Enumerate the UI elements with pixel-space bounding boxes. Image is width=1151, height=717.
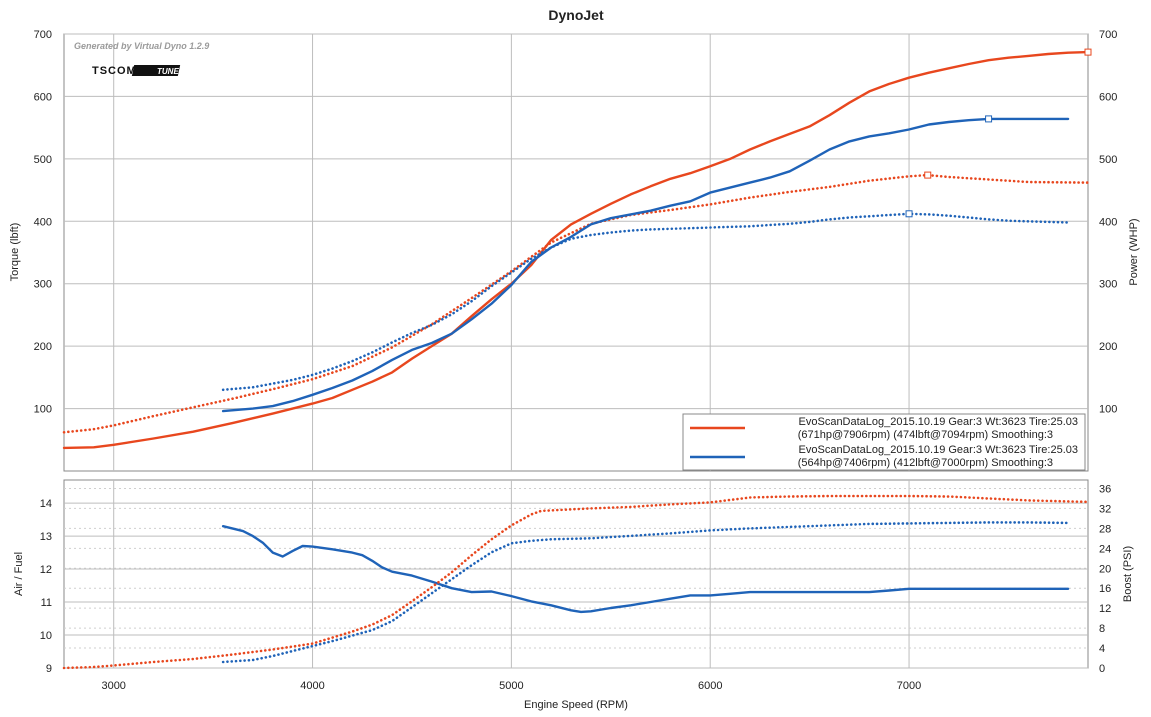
- x-tick-4000: 4000: [300, 680, 324, 692]
- legend-run-1-line-2: (671hp@7906rpm) (474lbft@7094rpm) Smooth…: [798, 429, 1053, 441]
- y-tick-boost-0: 0: [1099, 663, 1105, 675]
- y-tick-torque-400: 400: [34, 216, 52, 228]
- y-tick-power-200: 200: [1099, 341, 1117, 353]
- x-axis-label: Engine Speed (RPM): [524, 699, 628, 711]
- y-tick-power-300: 300: [1099, 279, 1117, 291]
- y-tick-torque-500: 500: [34, 154, 52, 166]
- tscomp-logo: TSCOMP TUNED: [92, 65, 185, 77]
- y-tick-boost-4: 4: [1099, 643, 1105, 655]
- x-tick-6000: 6000: [698, 680, 722, 692]
- y-tick-boost-24: 24: [1099, 543, 1111, 555]
- y-tick-power-400: 400: [1099, 216, 1117, 228]
- y-tick-torque-200: 200: [34, 341, 52, 353]
- y-axis-label-air-fuel: Air / Fuel: [13, 552, 25, 596]
- series-run-2-power-whp: [221, 117, 1070, 413]
- x-tick-5000: 5000: [499, 680, 523, 692]
- y-tick-boost-32: 32: [1099, 503, 1111, 515]
- chart-title: DynoJet: [548, 7, 604, 23]
- y-tick-power-600: 600: [1099, 91, 1117, 103]
- bottom-plot-area: [63, 479, 1089, 669]
- y-tick-power-100: 100: [1099, 404, 1117, 416]
- y-tick-torque-600: 600: [34, 91, 52, 103]
- top-series-group: [62, 48, 1092, 450]
- y-tick-boost-8: 8: [1099, 623, 1105, 635]
- bottom-series-group: [62, 494, 1090, 670]
- series-run-2-boost-psi: [221, 521, 1070, 664]
- y-tick-boost-16: 16: [1099, 583, 1111, 595]
- peak-marker-run-1-power-whp: [1084, 48, 1092, 56]
- y-tick-boost-12: 12: [1099, 603, 1111, 615]
- legend: EvoScanDataLog_2015.10.19 Gear:3 Wt:3623…: [682, 413, 1086, 471]
- peak-marker-run-2-power-whp: [985, 115, 993, 123]
- logo-badge-bg: [131, 65, 181, 76]
- y-axis-label-power: Power (WHP): [1128, 218, 1140, 285]
- y-tick-boost-28: 28: [1099, 523, 1111, 535]
- y-tick-afr-13: 13: [40, 531, 52, 543]
- legend-run-2-line-1: EvoScanDataLog_2015.10.19 Gear:3 Wt:3623…: [799, 444, 1078, 456]
- y-axis-label-boost: Boost (PSI): [1122, 546, 1134, 602]
- y-tick-afr-14: 14: [40, 498, 52, 510]
- top-axes: 100 200 300 400 500 600 700 100 200 300 400 500 600 7…: [34, 29, 1118, 416]
- peak-marker-run-1-torque-lbft: [924, 171, 932, 179]
- y-tick-power-500: 500: [1099, 154, 1117, 166]
- x-tick-7000: 7000: [897, 680, 921, 692]
- y-tick-afr-9: 9: [46, 663, 52, 675]
- top-plot-area: [63, 33, 1089, 472]
- logo-brand: TSCOMP: [92, 65, 145, 77]
- logo-badge: TUNED: [157, 67, 185, 76]
- legend-box: [682, 413, 1086, 471]
- y-tick-torque-300: 300: [34, 279, 52, 291]
- x-tick-3000: 3000: [101, 680, 125, 692]
- y-tick-boost-20: 20: [1099, 563, 1111, 575]
- y-tick-afr-11: 11: [41, 597, 52, 609]
- peak-marker-run-2-torque-lbft: [905, 210, 913, 218]
- y-axis-label-torque: Torque (lbft): [9, 223, 21, 282]
- series-run-2-torque-lbft: [221, 212, 1070, 392]
- bottom-grid: [64, 480, 1088, 669]
- y-tick-torque-700: 700: [34, 29, 52, 41]
- y-tick-torque-100: 100: [34, 404, 52, 416]
- y-tick-afr-10: 10: [40, 630, 52, 642]
- y-tick-power-700: 700: [1099, 29, 1117, 41]
- y-tick-afr-12: 12: [40, 564, 52, 576]
- series-run-2-air-fuel: [221, 525, 1070, 614]
- y-tick-boost-36: 36: [1099, 483, 1111, 495]
- legend-run-1-line-1: EvoScanDataLog_2015.10.19 Gear:3 Wt:3623…: [799, 416, 1078, 428]
- series-run-1-power-whp: [62, 50, 1090, 450]
- bottom-axes: 3000 4000 5000 6000 7000 0 4 8 12 16 20 24 28 32 36 9 10…: [40, 483, 1112, 692]
- legend-run-2-line-2: (564hp@7406rpm) (412lbft@7000rpm) Smooth…: [798, 457, 1053, 469]
- watermark-text: Generated by Virtual Dyno 1.2.9: [74, 41, 209, 51]
